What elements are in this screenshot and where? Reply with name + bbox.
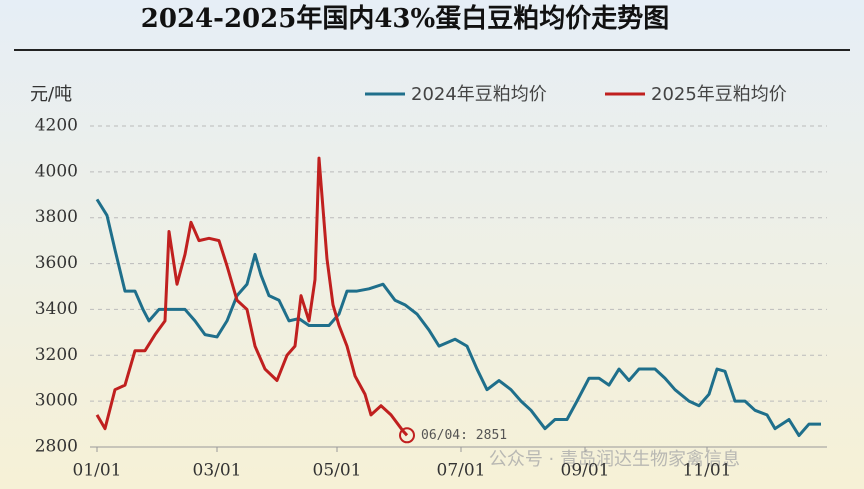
y-tick-label: 3600 bbox=[35, 253, 78, 273]
series-line bbox=[95, 156, 409, 437]
x-tick-label: 11/01 bbox=[683, 461, 732, 481]
x-tick-label: 05/01 bbox=[313, 461, 362, 481]
x-tick-label: 07/01 bbox=[437, 461, 486, 481]
annotation: 06/04: 2851 bbox=[421, 428, 507, 443]
legend-label: 2024年豆粕均价 bbox=[411, 84, 547, 105]
y-tick-label: 3400 bbox=[35, 299, 78, 319]
legend-label: 2025年豆粕均价 bbox=[651, 84, 787, 105]
chart-title: 2024-2025年国内43%蛋白豆粕均价走势图 bbox=[141, 3, 669, 34]
y-axis-label: 元/吨 bbox=[30, 84, 72, 105]
y-tick-label: 4200 bbox=[35, 116, 78, 136]
watermark: 公众号 · 青岛润达生物家禽信息 bbox=[489, 449, 740, 470]
y-tick-label: 2800 bbox=[35, 437, 78, 457]
x-tick-label: 03/01 bbox=[193, 461, 242, 481]
x-tick-label: 01/01 bbox=[73, 461, 122, 481]
y-tick-label: 3200 bbox=[35, 345, 78, 365]
y-tick-label: 3000 bbox=[35, 391, 78, 411]
annotation-marker bbox=[399, 427, 415, 444]
y-tick-label: 3800 bbox=[35, 207, 78, 227]
x-tick-label: 09/01 bbox=[561, 461, 610, 481]
series-line bbox=[95, 198, 821, 438]
y-tick-label: 4000 bbox=[35, 161, 78, 181]
